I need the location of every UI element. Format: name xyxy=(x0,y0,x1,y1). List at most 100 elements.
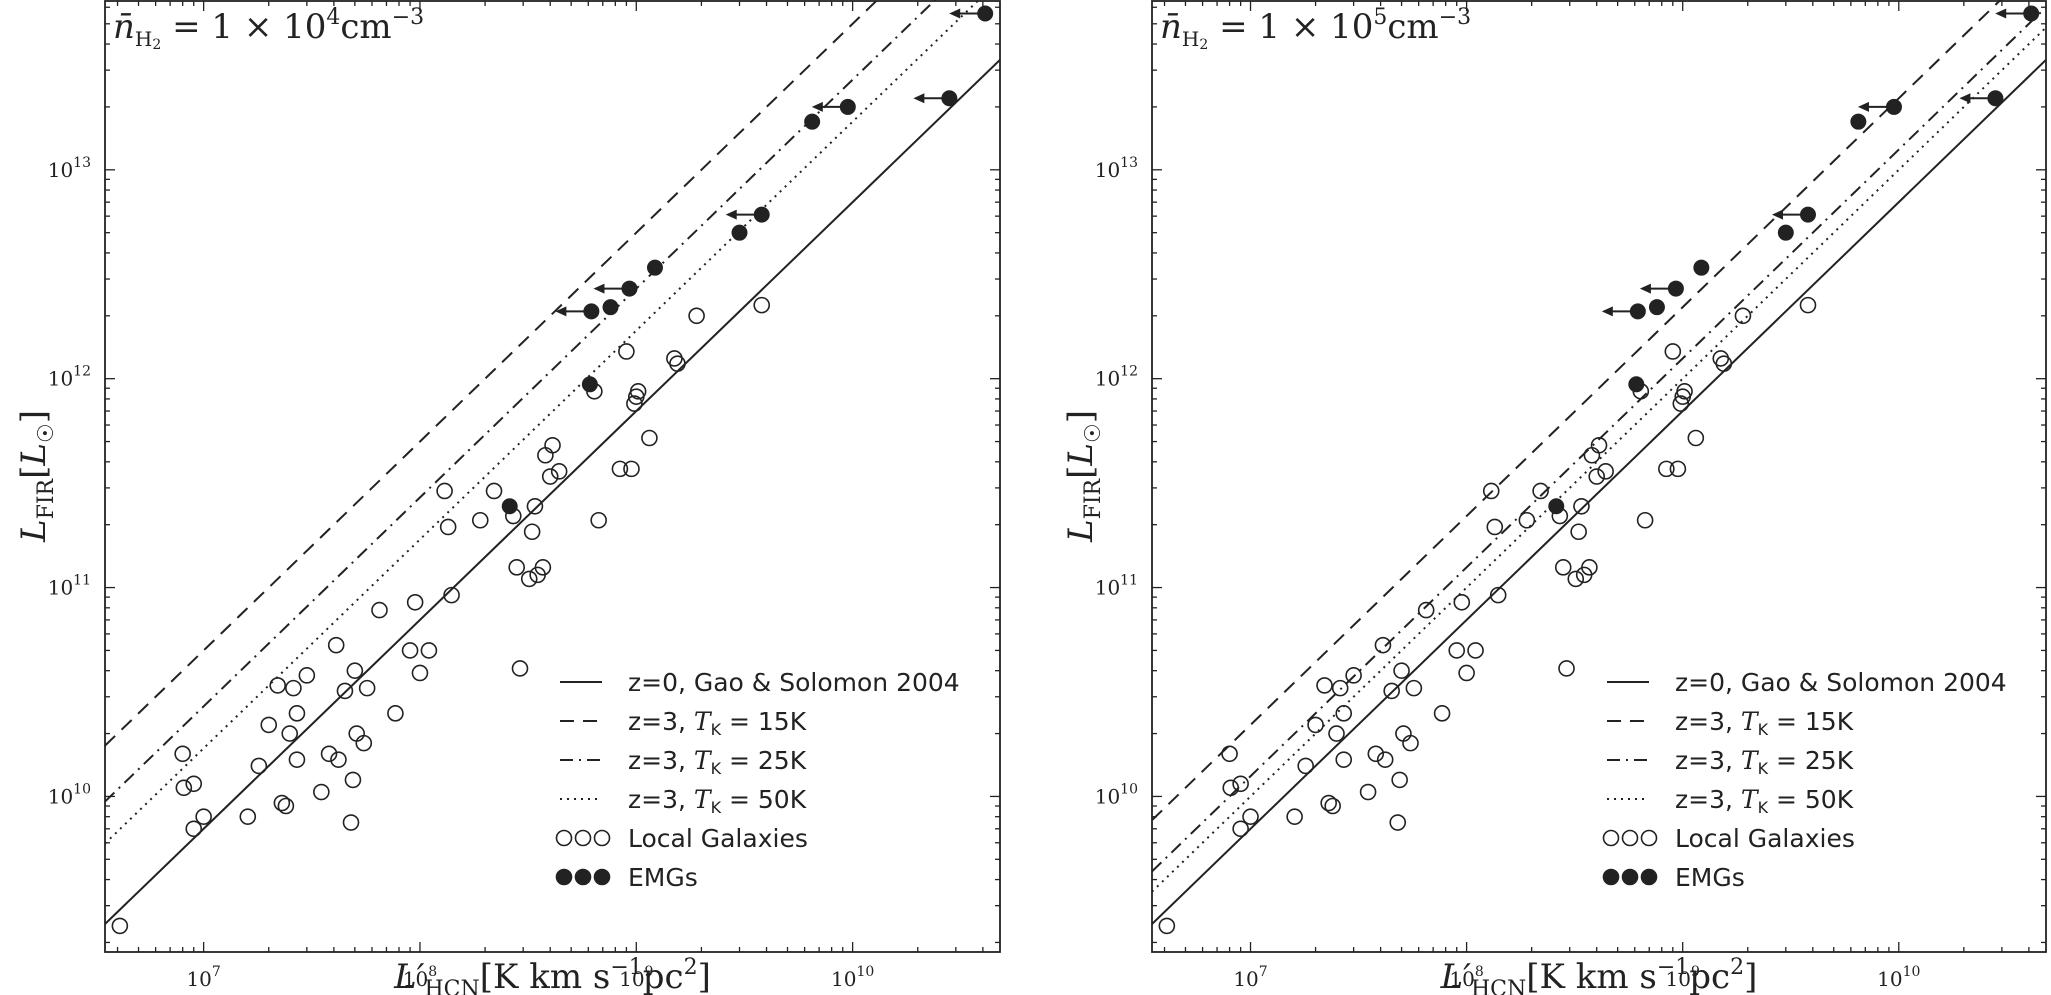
local-galaxy-point xyxy=(1489,586,1507,604)
x-tick-label: 108 xyxy=(1449,964,1483,991)
legend-entry: z=3, TK = 15K xyxy=(1607,707,1854,739)
local-galaxy-point xyxy=(1658,460,1675,478)
legend-local-marker xyxy=(1602,829,1620,847)
local-galaxy-point xyxy=(1453,594,1471,611)
local-galaxy-point xyxy=(1433,705,1451,722)
local-galaxy-point xyxy=(508,559,525,576)
upper-limit-arrow-head xyxy=(725,209,737,220)
emg-point xyxy=(1987,90,2004,107)
y-tick-label: 1013 xyxy=(1095,155,1138,182)
legend-label: z=3, TK = 15K xyxy=(628,707,807,739)
x-tick-label: 1010 xyxy=(831,964,874,991)
local-galaxy-point xyxy=(1393,662,1410,679)
local-galaxy-point xyxy=(1664,343,1682,360)
upper-limit-arrow-head xyxy=(1601,306,1613,317)
local-galaxy-point xyxy=(526,497,544,515)
local-galaxy-point xyxy=(534,559,552,576)
local-galaxy-point xyxy=(330,751,347,768)
legend-emg-marker xyxy=(1640,868,1658,886)
local-galaxy-point xyxy=(1532,482,1549,500)
y-axis-label: LFIR[L☉] xyxy=(1061,410,1106,543)
local-galaxy-point xyxy=(195,808,212,825)
local-galaxy-point xyxy=(688,307,705,325)
y-tick-label: 1010 xyxy=(1095,781,1138,808)
local-galaxy-point xyxy=(1558,660,1575,677)
local-galaxy-point xyxy=(1583,446,1601,464)
local-galaxy-point xyxy=(1286,808,1303,825)
legend-label: z=3, TK = 25K xyxy=(628,746,807,778)
legend-label: z=3, TK = 15K xyxy=(1675,707,1854,739)
local-galaxy-point xyxy=(355,734,373,752)
legend-emg-marker xyxy=(555,868,573,886)
legend-entry: Local Galaxies xyxy=(1602,824,1855,853)
local-galaxy-point xyxy=(1297,757,1314,775)
legend-entry: z=3, TK = 50K xyxy=(560,785,807,817)
local-galaxy-point xyxy=(1486,518,1504,536)
local-galaxy-point xyxy=(669,355,686,372)
local-galaxy-point xyxy=(626,395,643,412)
legend-local-marker xyxy=(1640,829,1658,847)
x-axis-label: L′HCN[K km s−1pc2] xyxy=(393,955,711,995)
local-galaxy-point xyxy=(285,679,302,697)
x-tick-label: 1010 xyxy=(1877,964,1920,991)
x-tick-label: 109 xyxy=(619,964,653,991)
legend-label: Local Galaxies xyxy=(628,824,808,853)
local-galaxy-point xyxy=(1232,775,1249,793)
local-galaxy-point xyxy=(1335,751,1353,768)
local-galaxy-point xyxy=(523,523,541,541)
local-galaxy-point xyxy=(1567,570,1585,588)
legend-label: EMGs xyxy=(1675,863,1745,892)
local-galaxy-point xyxy=(1573,497,1590,515)
model-line-solid xyxy=(105,59,1000,925)
local-galaxy-point xyxy=(281,725,299,742)
local-galaxy-point xyxy=(1597,463,1614,480)
upper-limit-arrow-head xyxy=(1771,209,1783,220)
emg-point xyxy=(583,303,600,320)
local-galaxy-point xyxy=(541,468,559,485)
upper-limit-arrow-head xyxy=(1639,283,1651,294)
upper-limit-arrow-head xyxy=(1959,93,1971,104)
local-galaxy-point xyxy=(273,794,291,812)
legend-entry: z=0, Gao & Solomon 2004 xyxy=(1607,668,2007,697)
local-galaxy-point xyxy=(313,783,330,801)
local-galaxy-point xyxy=(269,677,287,694)
local-galaxy-point xyxy=(629,383,647,400)
legend-label: z=0, Gao & Solomon 2004 xyxy=(628,668,960,697)
local-galaxy-point xyxy=(590,511,607,529)
y-tick-label: 1011 xyxy=(1095,573,1138,600)
local-galaxy-point xyxy=(1581,559,1598,576)
local-galaxy-point xyxy=(1367,745,1385,763)
local-galaxy-point xyxy=(544,436,561,454)
emg-point xyxy=(646,259,663,276)
local-galaxy-point xyxy=(288,751,306,768)
emg-point xyxy=(1548,498,1565,515)
local-galaxy-point xyxy=(406,594,424,611)
local-galaxy-point xyxy=(239,808,257,825)
local-galaxy-point xyxy=(471,511,489,529)
local-galaxy-point xyxy=(1307,716,1324,734)
emg-point xyxy=(581,376,598,393)
local-galaxy-point xyxy=(401,642,419,659)
local-galaxy-point xyxy=(1554,559,1572,576)
local-galaxy-point xyxy=(1482,482,1500,500)
upper-limit-arrow-head xyxy=(913,93,925,104)
local-galaxy-point xyxy=(1374,636,1392,654)
local-galaxy-point xyxy=(1715,355,1733,372)
local-galaxy-point xyxy=(1316,677,1333,694)
legend-entry: Local Galaxies xyxy=(555,824,808,853)
legend-label: z=3, TK = 25K xyxy=(1675,746,1854,778)
local-galaxy-point xyxy=(260,716,278,734)
model-line-dashed xyxy=(105,0,879,747)
local-galaxy-point xyxy=(1158,917,1176,935)
emg-point xyxy=(731,224,748,241)
x-tick-label: 108 xyxy=(403,964,437,991)
axes-frame xyxy=(104,0,1001,953)
local-galaxy-point xyxy=(1391,771,1408,789)
local-galaxy-point xyxy=(641,429,658,447)
emg-point xyxy=(1628,376,1645,393)
emg-point xyxy=(1777,224,1794,241)
model-line-dashed xyxy=(1152,0,2002,821)
local-galaxy-point xyxy=(520,570,538,588)
local-galaxy-point xyxy=(387,705,404,722)
local-galaxy-point xyxy=(174,745,191,763)
